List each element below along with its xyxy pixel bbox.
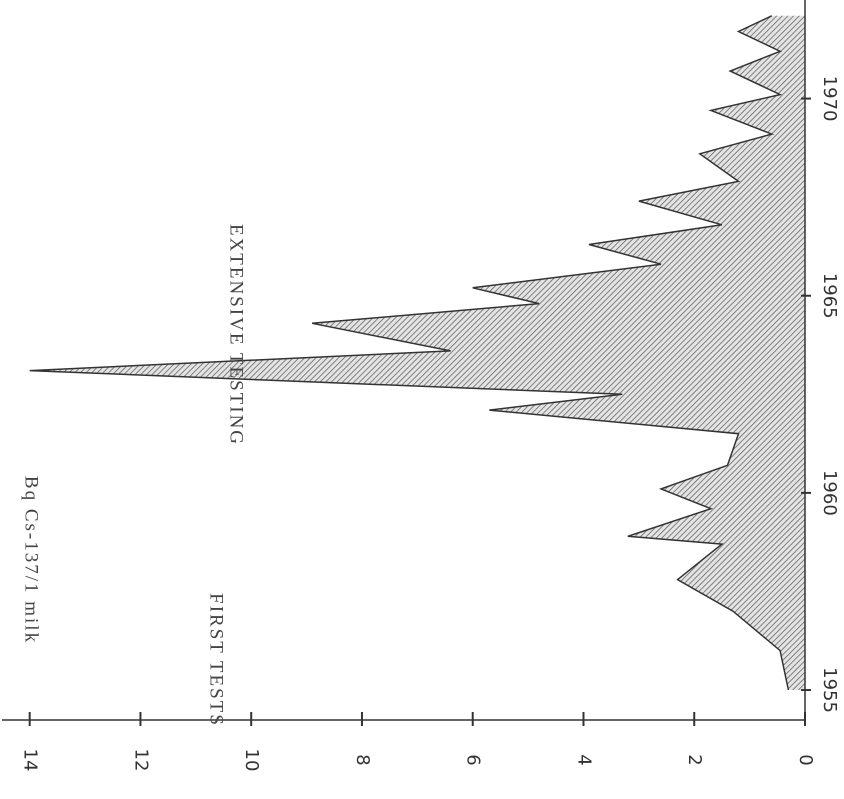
y-tick-label: 12 xyxy=(130,749,151,772)
x-tick-label: 1960 xyxy=(819,470,840,516)
x-tick-label: 1970 xyxy=(819,76,840,122)
y-tick-label: 0 xyxy=(795,754,816,765)
y-tick-label: 4 xyxy=(573,754,594,765)
y-tick-label: 10 xyxy=(241,749,262,772)
area-line xyxy=(29,15,790,691)
x-tick-label: 1955 xyxy=(819,667,840,713)
y-tick-label: 14 xyxy=(20,749,41,772)
y-tick-label: 8 xyxy=(352,754,373,765)
y-tick-label: 6 xyxy=(463,754,484,765)
annotation: EXTENSIVE TESTING xyxy=(226,224,247,446)
annotation: FIRST TESTS xyxy=(206,593,227,727)
y-tick-label: 2 xyxy=(684,754,705,765)
x-tick-label: 1965 xyxy=(819,273,840,319)
y-axis-label: Bq Cs-137/1 milk xyxy=(21,476,42,644)
